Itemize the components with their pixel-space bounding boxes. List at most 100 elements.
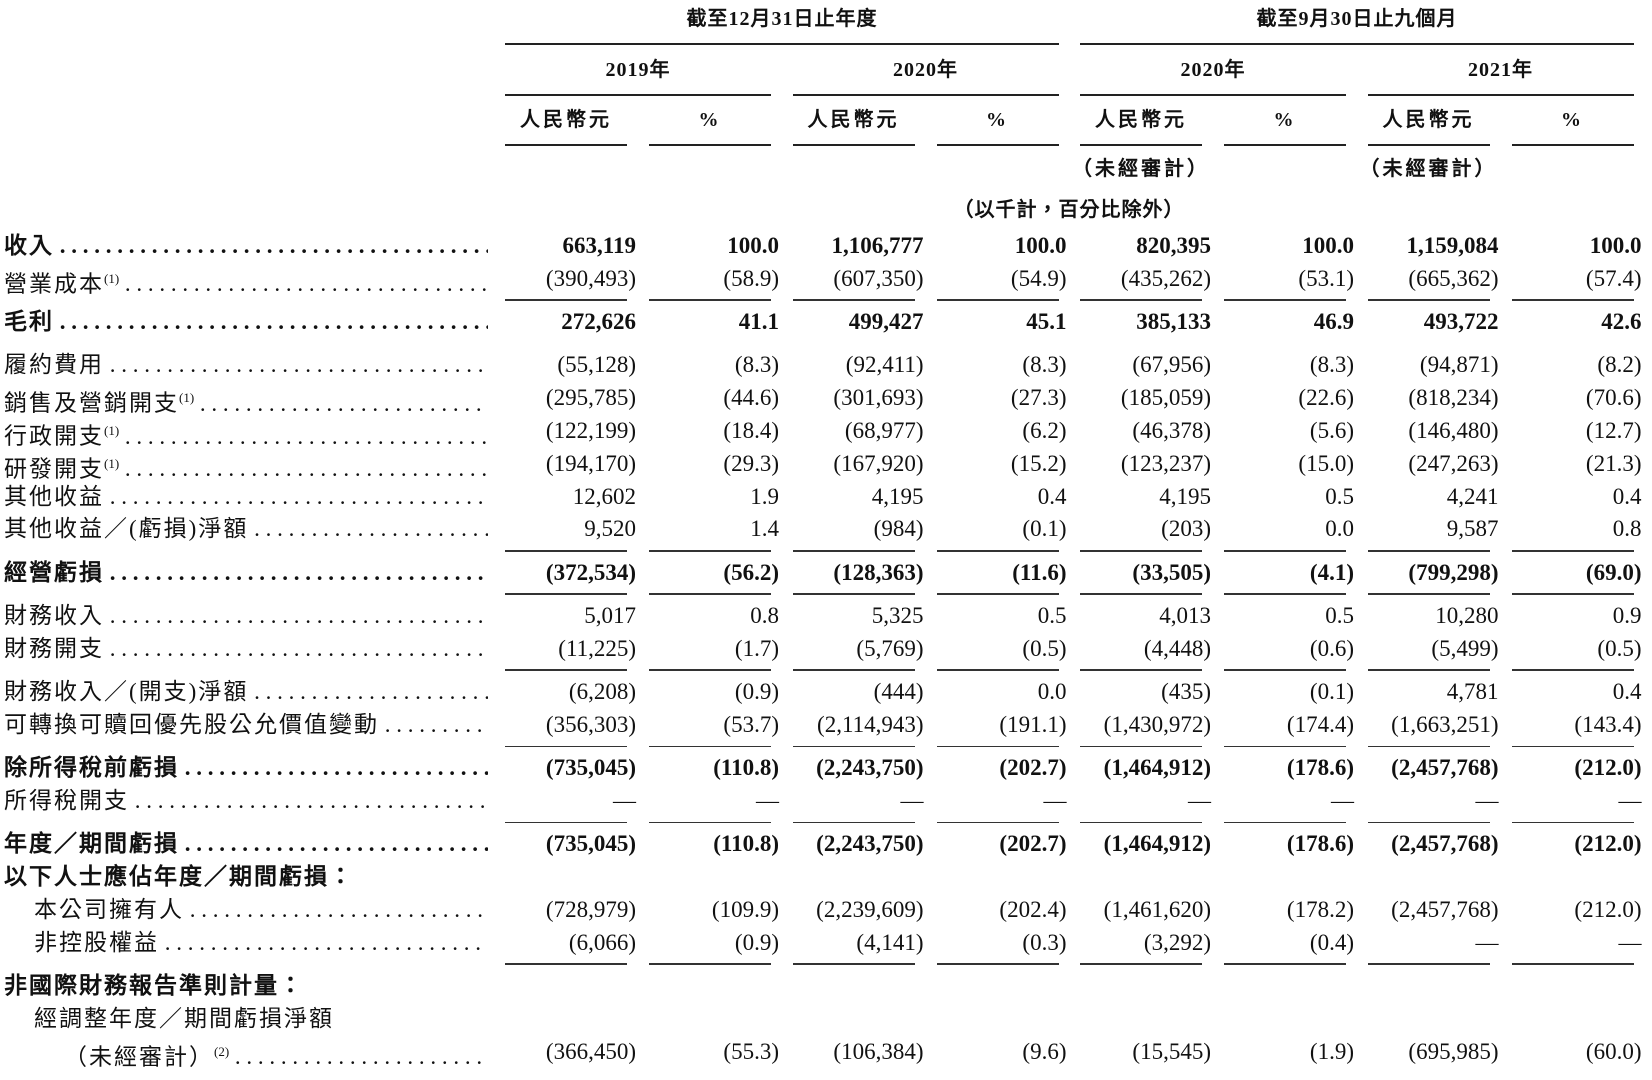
cell: 4,195: [871, 483, 924, 509]
row-label-text: 毛利: [4, 309, 54, 335]
cell: (1,430,972): [1103, 711, 1211, 737]
cell: (70.6): [1585, 385, 1642, 411]
unit-rule: [1080, 144, 1202, 146]
row-label: 本公司擁有人: [4, 895, 488, 925]
total-rule: [936, 593, 1059, 595]
cell: (0.3): [1022, 929, 1067, 955]
row-label-text: 可轉換可贖回優先股公允價值變動: [4, 711, 379, 737]
cell: (122,199): [545, 418, 636, 443]
cell: (12.7): [1585, 418, 1642, 443]
row-label-text: 財務開支: [4, 635, 104, 661]
total-rule: [936, 299, 1059, 301]
cell: 0.0: [1037, 679, 1067, 705]
cell: (6.2): [1022, 418, 1067, 443]
total-rule: [1511, 299, 1634, 301]
cell: 100.0: [727, 233, 779, 258]
total-rule: [1080, 593, 1202, 595]
cell: 100.0: [1589, 233, 1642, 258]
cell: —: [1475, 929, 1499, 955]
cell: (0.5): [1597, 635, 1642, 661]
total-rule: [505, 550, 627, 552]
total-rule: [1224, 299, 1346, 301]
cell: —: [613, 788, 636, 813]
cell: (191.1): [999, 711, 1067, 737]
cell: (2,243,750): [816, 831, 924, 857]
cell: (4.1): [1309, 559, 1354, 585]
cell: (2,457,768): [1391, 896, 1499, 922]
row-label: 財務收入／(開支)淨額: [4, 677, 488, 707]
cell: (728,979): [545, 896, 636, 922]
footnote-ref: (1): [104, 455, 120, 471]
cell: (57.4): [1585, 265, 1642, 291]
row-label: 以下人士應佔年度／期間虧損：: [4, 862, 488, 892]
cell: 45.1: [1026, 309, 1067, 335]
row-label: 年度／期間虧損: [4, 829, 488, 859]
total-rule: [1080, 821, 1202, 824]
total-rule: [936, 550, 1059, 552]
total-rule: [505, 821, 627, 824]
total-rule: [936, 821, 1059, 824]
cell: 4,241: [1446, 483, 1499, 509]
cell: (0.6): [1309, 635, 1354, 661]
total-rule: [1367, 821, 1490, 824]
total-rule: [1511, 593, 1634, 595]
cell: (202.4): [999, 896, 1067, 922]
cell: (735,045): [545, 831, 636, 857]
cell: (390,493): [545, 265, 636, 291]
cell: 4,013: [1159, 603, 1211, 628]
year: 2021年: [1468, 59, 1533, 81]
cell: 0.8: [750, 603, 779, 628]
row-label: （未經審計）(2): [4, 1037, 488, 1073]
year-rule: [1080, 94, 1346, 96]
cell: (6,066): [568, 929, 636, 955]
cell: —: [1043, 788, 1067, 813]
cell: 1.9: [750, 483, 779, 509]
row-label: 行政開支(1): [4, 416, 488, 452]
unit: 人民幣元: [1095, 109, 1187, 131]
cell: (27.3): [1010, 385, 1067, 411]
cell: 0.5: [1037, 603, 1067, 628]
row-label-text: 經營虧損: [4, 559, 104, 585]
total-rule: [792, 963, 915, 965]
cell: 12,602: [572, 483, 636, 509]
cell: 1,159,084: [1406, 233, 1499, 258]
cell: —: [1618, 929, 1642, 955]
cell: (212.0): [1574, 831, 1642, 857]
cell: (247,263): [1408, 450, 1499, 476]
total-rule: [1224, 963, 1346, 965]
unit-rule: [505, 144, 627, 146]
row-label-text: 非控股權益: [34, 929, 159, 955]
year: 2020年: [1180, 59, 1246, 81]
cell: (56.2): [723, 559, 779, 585]
total-rule: [649, 963, 771, 965]
cell: (4,141): [856, 929, 924, 955]
unit-rule: [1224, 144, 1346, 146]
cell: 5,325: [871, 603, 924, 628]
cell: (110.8): [713, 831, 779, 857]
total-rule: [1511, 550, 1634, 552]
cell: (21.3): [1585, 450, 1642, 476]
cell: (1,464,912): [1103, 831, 1211, 857]
cell: (5.6): [1309, 418, 1354, 443]
group-title: 截至9月30日止九個月: [1256, 8, 1458, 30]
cell: 9,520: [584, 516, 636, 542]
total-rule: [649, 299, 771, 301]
unit: %: [1561, 109, 1584, 131]
row-label: 財務開支: [4, 634, 488, 664]
total-rule: [792, 745, 915, 748]
unit: 人民幣元: [1382, 109, 1475, 131]
total-rule: [1511, 745, 1634, 748]
cell: 100.0: [1302, 233, 1354, 258]
total-rule: [1224, 669, 1346, 671]
cell: (58.9): [723, 265, 779, 291]
cell: (0.9): [734, 929, 779, 955]
group-rule: [1080, 43, 1634, 45]
total-rule: [649, 821, 771, 824]
cell: —: [1475, 788, 1499, 813]
cell: (203): [1161, 516, 1211, 542]
cell: (69.0): [1585, 559, 1642, 585]
cell: (146,480): [1408, 418, 1499, 443]
cell: (15,545): [1132, 1038, 1211, 1064]
cell: 42.6: [1601, 309, 1642, 335]
total-rule: [1367, 669, 1490, 671]
